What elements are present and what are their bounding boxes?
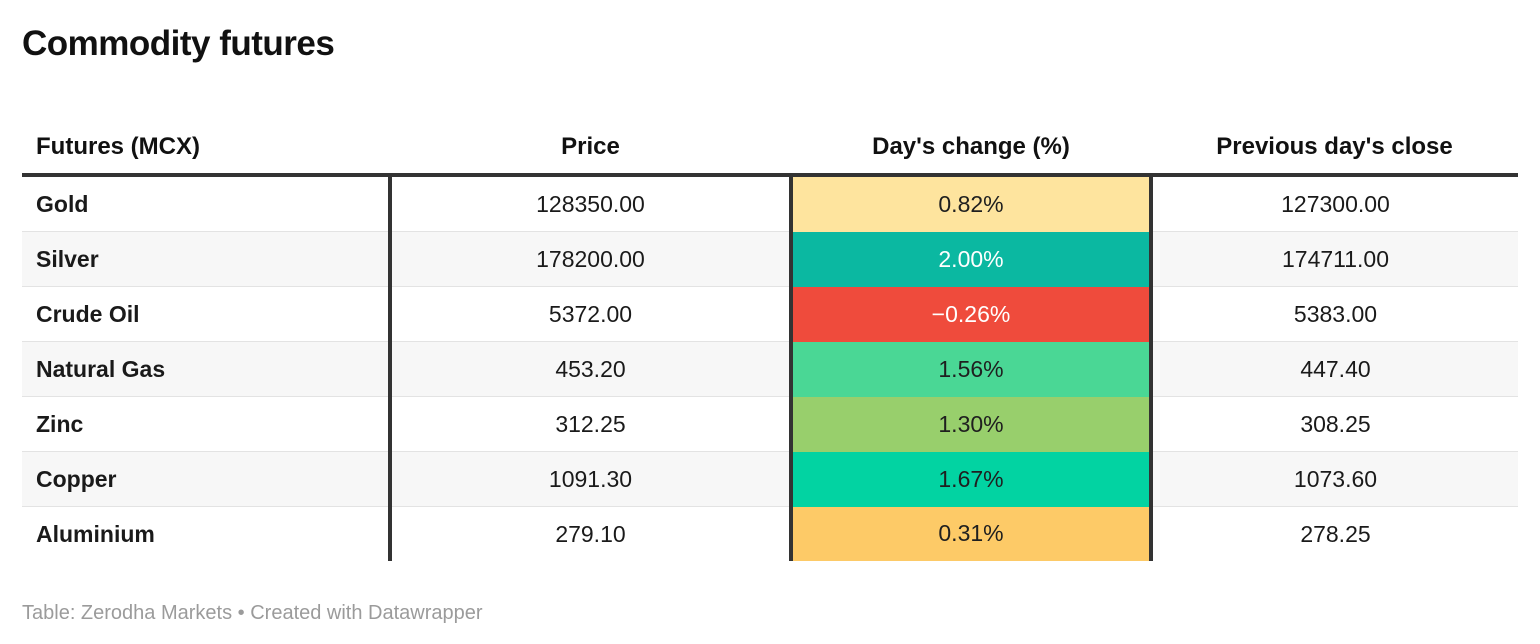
price-value: 5372.00 (390, 286, 791, 342)
day-change-value: 0.31% (789, 506, 1153, 561)
day-change-value: −0.26% (789, 286, 1153, 342)
prev-close-value: 447.40 (1151, 341, 1518, 397)
price-value: 178200.00 (390, 231, 791, 287)
prev-close-value: 1073.60 (1151, 451, 1518, 507)
day-change-value: 2.00% (789, 231, 1153, 287)
prev-close-value: 127300.00 (1151, 175, 1518, 232)
prev-close-value: 5383.00 (1151, 286, 1518, 342)
futures-name: Gold (22, 175, 392, 232)
header-row: Futures (MCX) Price Day's change (%) Pre… (22, 120, 1518, 177)
futures-name: Natural Gas (22, 341, 392, 397)
price-value: 453.20 (390, 341, 791, 397)
day-change-value: 1.30% (789, 396, 1153, 452)
commodity-futures-table-widget: Commodity futures Futures (MCX) Price Da… (0, 24, 1540, 623)
table-row: Zinc 312.25 1.30% 308.25 (22, 396, 1518, 452)
prev-close-value: 174711.00 (1151, 231, 1518, 287)
price-value: 1091.30 (390, 451, 791, 507)
prev-close-value: 308.25 (1151, 396, 1518, 452)
price-value: 312.25 (390, 396, 791, 452)
day-change-value: 0.82% (789, 175, 1153, 232)
table-row: Natural Gas 453.20 1.56% 447.40 (22, 341, 1518, 397)
prev-close-value: 278.25 (1300, 520, 1371, 547)
price-value: 279.10 (555, 520, 626, 547)
page-title: Commodity futures (22, 24, 335, 63)
price-value: 128350.00 (390, 175, 791, 232)
futures-name: Silver (22, 231, 392, 287)
column-header-change: Day's change (%) (791, 120, 1151, 177)
futures-name: Crude Oil (22, 286, 392, 342)
table-row: Copper 1091.30 1.67% 1073.60 (22, 451, 1518, 507)
table-row: Aluminium 279.10 0.31% 278.25 (22, 506, 1518, 561)
column-header-prev-close: Previous day's close (1151, 120, 1518, 177)
attribution-text: Table: Zerodha Markets • Created with Da… (22, 602, 483, 624)
futures-name: Copper (22, 451, 392, 507)
table-row: Crude Oil 5372.00 −0.26% 5383.00 (22, 286, 1518, 342)
futures-name: Zinc (22, 396, 392, 452)
day-change-value: 1.56% (789, 341, 1153, 397)
day-change-value: 1.67% (789, 451, 1153, 507)
commodity-futures-table: Futures (MCX) Price Day's change (%) Pre… (22, 120, 1518, 561)
futures-name: Aluminium (22, 506, 392, 561)
column-header-futures: Futures (MCX) (22, 120, 390, 177)
column-header-price: Price (390, 120, 791, 177)
table-row: Gold 128350.00 0.82% 127300.00 (22, 175, 1518, 232)
table-row: Silver 178200.00 2.00% 174711.00 (22, 231, 1518, 287)
